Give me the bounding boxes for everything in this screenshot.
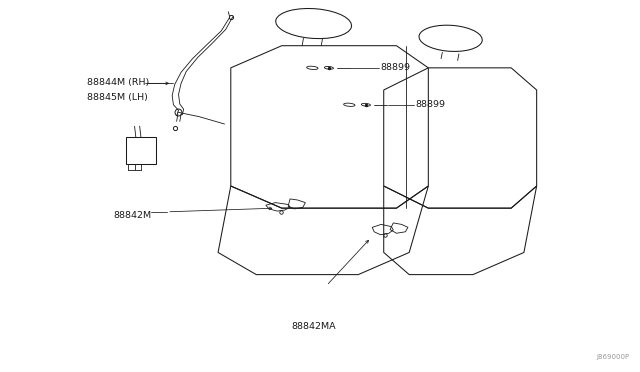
Text: 88899: 88899	[415, 100, 445, 109]
Text: 88899: 88899	[381, 63, 410, 72]
Text: 88844M (RH): 88844M (RH)	[88, 78, 150, 87]
Text: 88842M: 88842M	[113, 211, 151, 220]
Text: J869000P: J869000P	[596, 354, 629, 360]
Text: 88842MA: 88842MA	[291, 322, 336, 331]
Text: 88845M (LH): 88845M (LH)	[88, 93, 148, 102]
